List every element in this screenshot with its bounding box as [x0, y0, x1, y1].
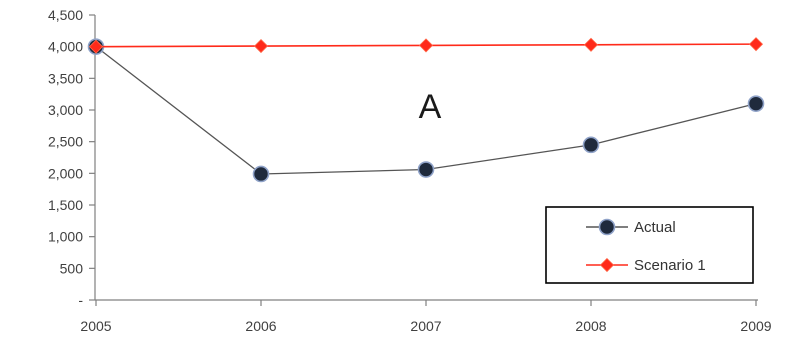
actual-point [582, 136, 600, 154]
y-tick-label: 4,500 [48, 7, 83, 23]
chart-legend: Actual Scenario 1 [545, 206, 754, 284]
x-tick-label: 2008 [575, 318, 606, 334]
x-tick-label: 2007 [410, 318, 441, 334]
y-tick-label: 2,500 [48, 134, 83, 150]
legend-label-scenario-1: Scenario 1 [634, 257, 706, 274]
x-tick-label: 2006 [245, 318, 276, 334]
scenario-1-point [88, 39, 104, 54]
actual-point [252, 165, 270, 183]
y-tick-label: 2,000 [48, 165, 83, 181]
legend-label-actual: Actual [634, 219, 676, 236]
actual-point [747, 95, 765, 112]
legend-swatch-marker-actual [598, 218, 616, 236]
y-tick-label: 4,000 [48, 39, 83, 55]
chart-axes: - 500 1,000 1,500 2,000 2,500 3,000 3,500 4,000 4… [48, 7, 772, 334]
scenario-1-point [418, 38, 434, 53]
chart-annotation: A [419, 88, 442, 126]
legend-swatch-marker-scenario-1 [599, 257, 615, 273]
series-scenario-1 [88, 37, 764, 54]
scenario-1-point [583, 37, 599, 52]
chart-series [87, 37, 765, 183]
scenario-1-point [253, 38, 269, 54]
legend-box [545, 206, 754, 284]
y-tick-label: - [78, 292, 83, 308]
scenario-1-point [748, 37, 764, 52]
y-tick-label: 1,500 [48, 197, 83, 213]
y-tick-label: 1,000 [48, 229, 83, 245]
x-tick-label: 2005 [80, 318, 111, 334]
actual-point [417, 161, 435, 178]
y-tick-label: 3,000 [48, 102, 83, 118]
y-tick-label: 500 [60, 260, 84, 276]
series-actual [87, 38, 765, 183]
y-tick-label: 3,500 [48, 70, 83, 86]
x-tick-label: 2009 [740, 318, 771, 334]
